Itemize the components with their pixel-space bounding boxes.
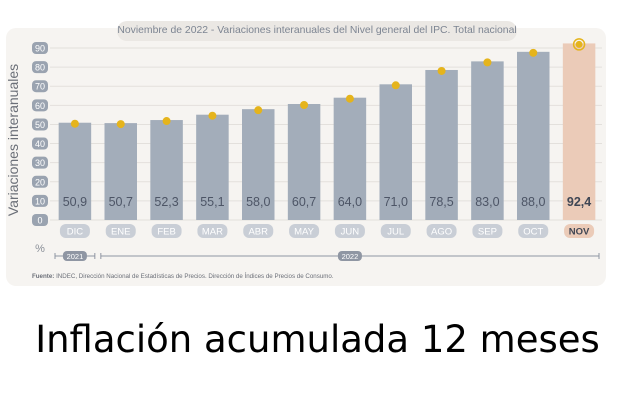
category-label: OCT [523, 227, 543, 238]
data-point [575, 40, 583, 48]
category-pill [151, 224, 182, 238]
y-tick-pill [32, 99, 48, 112]
value-label: 52,3 [154, 195, 178, 209]
chart-title-text: Variaciones interanuales del Nivel gener… [217, 25, 517, 36]
source-note: Fuente: INDEC, Dirección Nacional de Est… [32, 273, 334, 280]
y-tick-label: 30 [35, 158, 45, 168]
data-point [116, 120, 125, 129]
y-tick-label: 50 [35, 120, 45, 130]
category-pill [59, 224, 90, 238]
y-tick-label: 80 [35, 63, 45, 73]
category-pill [334, 224, 365, 238]
y-tick-label: 40 [35, 139, 45, 149]
bar [287, 103, 321, 220]
category-label: DIC [67, 227, 84, 238]
value-label: 58,0 [246, 195, 270, 209]
category-pill [472, 224, 503, 238]
value-label: 71,0 [384, 195, 408, 209]
data-point [162, 117, 171, 126]
value-label: 55,1 [200, 195, 224, 209]
value-label: 83,0 [475, 195, 499, 209]
y-tick-label: 0 [37, 216, 42, 226]
category-pill [426, 224, 457, 238]
y-axis-unit: % [35, 243, 45, 255]
y-tick-pill [32, 156, 48, 169]
y-axis-label: Variaciones interanuales [5, 64, 21, 216]
y-tick-pill [32, 214, 48, 226]
category-label: AGO [431, 227, 452, 238]
category-label: FEB [157, 227, 175, 238]
y-tick-pill [32, 175, 48, 188]
category-label: MAR [202, 227, 223, 238]
y-tick-label: 60 [35, 101, 45, 111]
y-tick-pill [32, 80, 48, 93]
category-pill [518, 224, 549, 238]
data-point [391, 81, 400, 90]
y-tick-pill [32, 61, 48, 74]
data-point [529, 48, 538, 57]
category-label: SEP [478, 227, 497, 238]
category-label: ABR [248, 227, 268, 238]
value-label: 64,0 [338, 195, 362, 209]
data-point [345, 94, 354, 103]
category-pill [243, 224, 274, 238]
category-pill [380, 224, 411, 238]
bar [196, 114, 229, 220]
data-point [483, 58, 492, 67]
year-label: 2022 [342, 252, 359, 261]
y-tick-label: 70 [35, 82, 45, 92]
y-tick-pill [32, 118, 48, 131]
source-note-lead: Fuente: [32, 273, 54, 280]
bar [517, 51, 550, 221]
value-label: 60,7 [292, 195, 316, 209]
bar [150, 120, 183, 220]
category-pill [564, 224, 595, 238]
category-label: MAY [294, 227, 315, 238]
bar [333, 97, 367, 220]
chart-title-date: Noviembre de 2022 [117, 25, 209, 36]
data-point [70, 119, 79, 128]
year-label: 2021 [67, 252, 84, 261]
data-point [437, 66, 446, 75]
category-label: NOV [569, 227, 590, 238]
year-pill [337, 251, 362, 261]
bar [242, 109, 275, 220]
y-tick-label: 20 [35, 177, 45, 187]
chart-title-separator: - [208, 25, 218, 36]
y-tick-label: 10 [35, 196, 45, 206]
category-label: ENE [111, 227, 131, 238]
category-pill [105, 224, 136, 238]
value-label: 88,0 [521, 195, 545, 209]
year-pill [62, 251, 87, 261]
y-tick-pill [32, 42, 48, 54]
value-label: 78,5 [429, 195, 453, 209]
bar [425, 69, 458, 220]
bar [104, 123, 137, 220]
y-tick-pill [32, 137, 48, 150]
data-point-ring [572, 38, 586, 51]
category-label: JUN [341, 227, 360, 238]
y-tick-label: 90 [35, 44, 45, 54]
data-point [208, 111, 217, 120]
chart-title: Noviembre de 2022 - Variaciones interanu… [117, 21, 517, 41]
data-point [254, 106, 263, 115]
y-tick-pill [32, 194, 48, 207]
caption: Inflación acumulada 12 meses [35, 318, 600, 361]
bar [58, 122, 92, 220]
category-pill [197, 224, 228, 238]
value-label: 50,9 [63, 195, 87, 209]
source-note-text: INDEC, Dirección Nacional de Estadística… [54, 273, 334, 280]
value-label: 50,7 [109, 195, 133, 209]
category-label: JUL [387, 227, 404, 238]
value-label: 92,4 [567, 195, 591, 209]
data-point [300, 100, 309, 109]
bar-chart: Variaciones interanuales% 0 10 20 30 40 50 60 70… [5, 38, 602, 280]
category-pill [289, 224, 320, 238]
bar [562, 43, 596, 221]
bar [379, 84, 412, 220]
bar [471, 61, 504, 220]
